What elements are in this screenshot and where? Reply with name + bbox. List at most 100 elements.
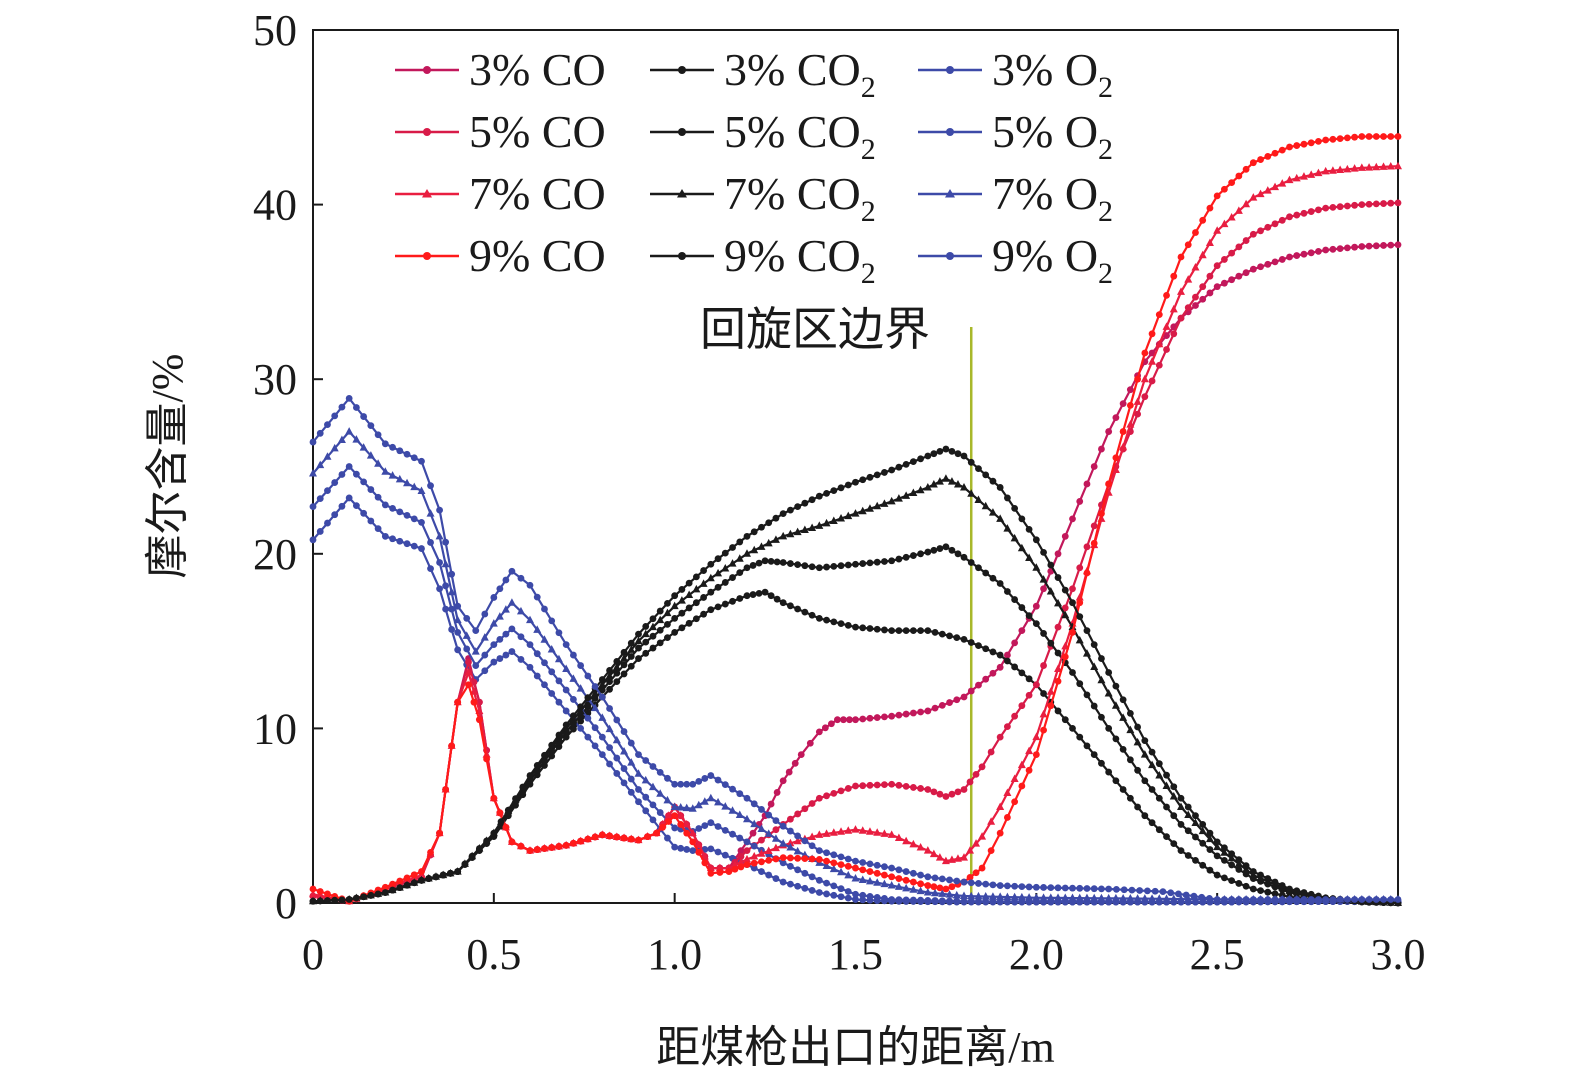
- data-point: [480, 633, 489, 641]
- data-point: [721, 563, 730, 572]
- data-point: [642, 649, 650, 657]
- data-point: [1040, 662, 1047, 669]
- data-point: [1163, 332, 1170, 339]
- data-point: [1105, 885, 1113, 893]
- data-point: [676, 803, 685, 811]
- data-point: [750, 528, 758, 536]
- data-point: [508, 648, 516, 655]
- data-point: [786, 838, 795, 847]
- legend-entry: 9% O2: [918, 230, 1113, 290]
- data-point: [902, 627, 910, 635]
- data-point: [1010, 533, 1019, 542]
- data-point: [1170, 783, 1178, 791]
- data-point: [852, 478, 859, 486]
- data-point: [1213, 896, 1221, 903]
- data-point: [873, 781, 881, 789]
- data-point: [1177, 821, 1185, 828]
- data-point: [844, 561, 852, 569]
- data-point: [737, 847, 745, 855]
- data-point: [794, 854, 802, 862]
- data-point: [584, 672, 592, 680]
- data-point: [902, 553, 910, 561]
- data-point: [309, 438, 317, 446]
- data-point: [707, 819, 715, 827]
- data-point: [989, 669, 997, 677]
- data-point: [757, 542, 766, 550]
- data-point: [1278, 256, 1286, 263]
- data-point: [852, 864, 859, 872]
- data-point: [743, 847, 751, 855]
- data-point: [967, 879, 975, 887]
- data-point: [436, 559, 443, 566]
- data-point: [448, 742, 456, 750]
- data-point: [447, 587, 456, 596]
- data-point: [627, 775, 635, 783]
- data-point: [1140, 750, 1149, 758]
- data-point: [1090, 662, 1099, 670]
- data-point: [516, 606, 525, 615]
- data-point: [837, 861, 845, 868]
- data-point: [987, 748, 995, 756]
- data-point: [852, 716, 859, 724]
- data-point: [942, 543, 950, 551]
- data-point: [1069, 628, 1076, 636]
- data-point: [577, 662, 585, 669]
- legend-label: 5% CO2: [724, 106, 876, 166]
- data-point: [331, 412, 339, 420]
- data-point: [822, 861, 831, 869]
- data-point: [642, 623, 650, 630]
- data-point: [598, 680, 607, 688]
- data-point: [1090, 539, 1098, 547]
- data-point: [1126, 794, 1134, 802]
- data-point: [1134, 375, 1141, 383]
- data-point: [982, 645, 990, 653]
- data-point: [989, 881, 997, 889]
- data-point: [1357, 163, 1366, 171]
- data-point: [737, 863, 745, 871]
- data-point: [1105, 768, 1113, 776]
- data-point: [435, 531, 444, 540]
- data-point: [324, 487, 331, 494]
- data-point: [1170, 812, 1178, 820]
- data-point: [695, 848, 703, 856]
- data-point: [948, 790, 956, 798]
- data-point: [1300, 140, 1308, 148]
- data-point: [758, 836, 765, 844]
- data-point: [779, 878, 787, 886]
- data-point: [1054, 550, 1062, 558]
- data-point: [388, 471, 397, 479]
- data-point: [1372, 133, 1380, 140]
- data-point: [1242, 896, 1250, 903]
- data-point: [978, 763, 986, 771]
- data-point: [541, 605, 548, 613]
- data-point: [736, 857, 745, 866]
- data-point: [815, 855, 823, 863]
- data-point: [909, 709, 917, 717]
- data-point: [815, 564, 823, 572]
- data-point: [481, 610, 489, 618]
- data-point: [1140, 894, 1149, 902]
- data-point: [902, 461, 910, 468]
- data-point: [1221, 856, 1228, 864]
- data-point: [960, 482, 968, 491]
- data-point: [1054, 677, 1062, 685]
- data-point: [729, 597, 736, 605]
- data-point: [659, 823, 667, 831]
- data-point: [1069, 515, 1076, 523]
- data-point: [606, 832, 613, 840]
- data-point: [649, 816, 657, 824]
- data-point: [367, 517, 375, 525]
- data-point: [1170, 840, 1178, 848]
- data-point: [495, 612, 504, 620]
- data-point: [345, 896, 353, 903]
- data-point: [815, 889, 823, 896]
- data-point: [682, 803, 691, 812]
- data-point: [1025, 893, 1034, 901]
- data-point: [642, 638, 650, 646]
- data-point: [664, 834, 671, 842]
- data-point: [381, 883, 389, 891]
- data-point: [1170, 272, 1178, 280]
- data-point: [894, 882, 903, 890]
- data-point: [787, 862, 794, 870]
- data-point: [743, 794, 751, 802]
